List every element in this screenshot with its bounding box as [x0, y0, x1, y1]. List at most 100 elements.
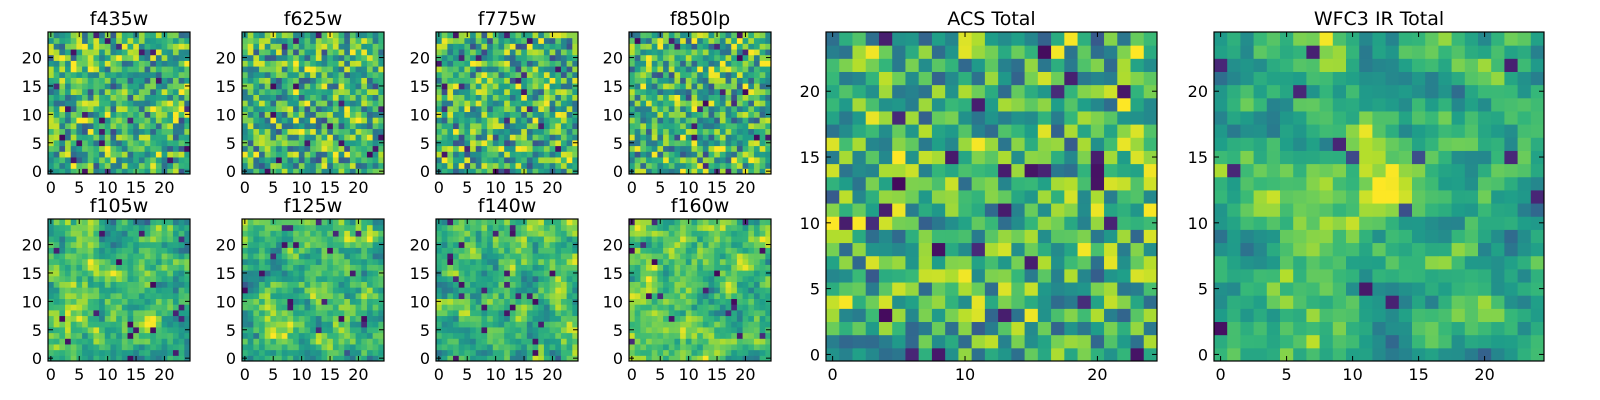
heatmap-cell	[646, 343, 653, 351]
heatmap-cell	[259, 258, 266, 265]
heatmap-cell	[121, 83, 129, 90]
heatmap-cell	[76, 275, 83, 282]
heatmap-cell	[310, 88, 317, 95]
heatmap-cell	[646, 326, 653, 334]
heatmap-cell	[759, 32, 766, 39]
heatmap-cell	[759, 128, 766, 135]
heatmap-cell	[82, 49, 89, 56]
heatmap-cell	[731, 162, 738, 169]
heatmap-cell	[321, 168, 328, 175]
heatmap-cell	[640, 315, 647, 322]
heatmap-cell	[436, 156, 443, 164]
heatmap-cell	[253, 298, 260, 305]
heatmap-cell	[475, 281, 482, 288]
heatmap-cell	[759, 117, 766, 124]
heatmap-cell	[697, 37, 704, 44]
heatmap-cell	[441, 309, 448, 317]
heatmap-cell	[150, 315, 157, 322]
heatmap-cell	[184, 338, 191, 345]
heatmap-cell	[719, 145, 727, 152]
heatmap-cell	[167, 100, 174, 107]
heatmap-cell	[287, 275, 294, 282]
heatmap-cell	[310, 241, 317, 248]
heatmap-cell	[657, 270, 664, 277]
heatmap-cell	[344, 37, 351, 44]
heatmap-cell	[99, 304, 106, 311]
heatmap-cell	[264, 275, 271, 282]
heatmap-cell	[259, 60, 266, 67]
heatmap-cell	[276, 77, 283, 84]
heatmap-cell	[372, 139, 379, 147]
heatmap-cell	[138, 111, 146, 118]
heatmap-cell	[144, 111, 151, 118]
heatmap-cell	[59, 275, 66, 282]
heatmap-cell	[498, 275, 505, 282]
heatmap-cell	[566, 54, 573, 61]
heatmap-cell	[138, 349, 146, 356]
heatmap-cell	[742, 60, 749, 67]
heatmap-cell	[657, 134, 664, 141]
heatmap-cell	[560, 258, 568, 265]
heatmap-cell	[372, 105, 379, 113]
heatmap-cell	[150, 168, 157, 175]
heatmap-cell	[138, 49, 146, 56]
heatmap-cell	[344, 77, 351, 84]
heatmap-cell	[753, 94, 761, 101]
heatmap-cell	[736, 298, 744, 305]
y-tick-label: 0	[32, 349, 42, 368]
heatmap-cell	[116, 230, 123, 237]
heatmap-cell	[82, 321, 89, 328]
heatmap-cell	[293, 111, 300, 118]
heatmap-cell	[167, 338, 174, 345]
heatmap-cell	[453, 258, 460, 265]
heatmap-cell	[82, 151, 89, 158]
heatmap-cell	[640, 60, 647, 67]
heatmap-cell	[753, 151, 761, 158]
heatmap-cell	[464, 111, 471, 118]
heatmap-cell	[99, 60, 106, 67]
heatmap-cell	[321, 77, 328, 84]
heatmap-cell	[93, 83, 100, 90]
heatmap-cell	[150, 43, 157, 50]
heatmap-cell	[566, 349, 573, 356]
heatmap-cell	[247, 139, 254, 147]
heatmap-cell	[110, 270, 117, 277]
heatmap-cell	[515, 247, 522, 254]
heatmap-cell	[116, 134, 123, 141]
heatmap-cell	[458, 355, 465, 362]
heatmap-cell	[538, 88, 545, 95]
heatmap-cell	[127, 60, 134, 67]
heatmap-cell	[121, 122, 129, 130]
heatmap-cell	[150, 349, 157, 356]
heatmap-cell	[104, 332, 111, 339]
heatmap-cell	[315, 162, 323, 169]
heatmap-cell	[572, 60, 579, 67]
heatmap-cell	[253, 264, 260, 271]
heatmap-cell	[361, 117, 368, 124]
heatmap-cell	[646, 338, 653, 345]
heatmap-cell	[87, 83, 94, 90]
heatmap-cell	[315, 49, 323, 56]
heatmap-cell	[48, 77, 55, 84]
heatmap-cell	[634, 298, 641, 305]
heatmap-cell	[104, 122, 111, 130]
heatmap-cell	[82, 270, 89, 277]
heatmap-cell	[674, 349, 681, 356]
heatmap-cell	[464, 145, 471, 152]
y-tick-label: 15	[22, 264, 42, 283]
heatmap-cell	[276, 338, 283, 345]
heatmap-cell	[321, 71, 328, 78]
heatmap-cell	[481, 88, 488, 95]
heatmap-cell	[93, 275, 100, 282]
heatmap-cell	[481, 224, 488, 231]
heatmap-cell	[736, 151, 744, 158]
heatmap-cell	[121, 139, 129, 147]
heatmap-cell	[708, 32, 715, 39]
heatmap-cell	[65, 54, 72, 61]
heatmap-cell	[453, 241, 460, 248]
heatmap-cell	[680, 287, 687, 294]
heatmap-cell	[538, 105, 545, 113]
heatmap-cell	[304, 338, 311, 345]
heatmap-cell	[338, 134, 345, 141]
heatmap-cell	[327, 100, 334, 107]
